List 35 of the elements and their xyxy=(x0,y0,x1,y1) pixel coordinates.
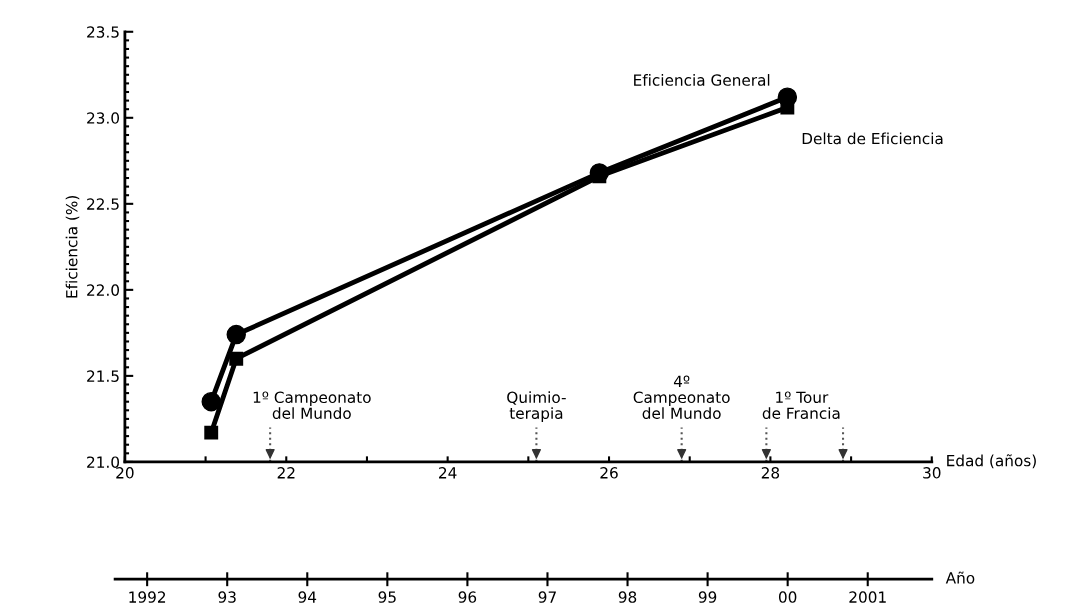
point xyxy=(229,351,244,366)
x-tick-label: 30 xyxy=(923,467,941,479)
series-label: Eficiencia General xyxy=(634,74,770,86)
x-tick-label: 24 xyxy=(439,467,457,479)
x2-tick-label: 1992 xyxy=(129,591,166,603)
y-tick-label: 22.5 xyxy=(87,198,119,210)
x-tick-label: 26 xyxy=(600,467,618,479)
y-tick-label: 21.0 xyxy=(87,456,120,468)
x2-tick-label: 2001 xyxy=(849,591,886,603)
point xyxy=(204,425,219,440)
y-tick-label: 23.5 xyxy=(87,26,119,38)
series-label: Delta de Eficiencia xyxy=(802,132,943,145)
x2-tick-label: 94 xyxy=(298,591,317,603)
x-tick-label: 22 xyxy=(277,467,295,479)
y-tick-label: 21.5 xyxy=(87,370,119,382)
point xyxy=(226,324,246,345)
x2-axis-title: Año xyxy=(945,571,975,584)
y-tick-label: 22.0 xyxy=(87,284,120,296)
ref-line-label: 1º Campeonato del Mundo xyxy=(253,391,371,419)
ref-line-label: Quimio- terapia xyxy=(507,391,566,422)
x2-tick-label: 93 xyxy=(218,591,236,603)
x2-tick-label: 00 xyxy=(778,591,797,603)
point xyxy=(201,391,221,412)
x2-tick-label: 99 xyxy=(698,591,717,603)
ref-line-label: 1º Tour de Francia xyxy=(762,391,840,419)
x2-tick-label: 97 xyxy=(538,591,556,603)
x-tick-label: 28 xyxy=(761,467,780,479)
ref-line-label: 4º Campeonato del Mundo xyxy=(633,375,730,419)
x-tick-label: 20 xyxy=(116,467,134,479)
x2-tick-label: 98 xyxy=(618,591,637,603)
x2-tick-label: 96 xyxy=(458,591,477,603)
y-axis-title: Eficiencia (%) xyxy=(65,196,80,298)
x2-tick-label: 95 xyxy=(378,591,396,603)
y-tick-label: 23.0 xyxy=(87,112,120,124)
x-axis-title: Edad (años) xyxy=(947,454,1036,469)
